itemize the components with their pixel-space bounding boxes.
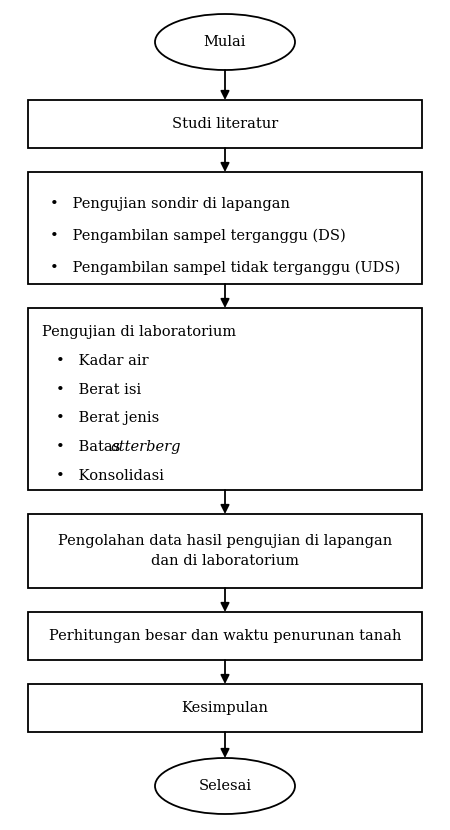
Text: Selesai: Selesai — [198, 779, 252, 793]
Text: •   Berat isi: • Berat isi — [56, 383, 141, 397]
Text: •   Pengambilan sampel tidak terganggu (UDS): • Pengambilan sampel tidak terganggu (UD… — [50, 261, 400, 276]
Bar — [28, 612, 422, 660]
Text: Studi literatur: Studi literatur — [172, 117, 278, 131]
Bar — [28, 514, 422, 588]
Bar — [28, 172, 422, 284]
Text: •   Pengujian sondir di lapangan: • Pengujian sondir di lapangan — [50, 197, 290, 211]
Text: •   Kadar air: • Kadar air — [56, 354, 148, 368]
Text: Mulai: Mulai — [204, 35, 246, 49]
Text: •   Batas: • Batas — [56, 440, 125, 454]
Text: •   Berat jenis: • Berat jenis — [56, 412, 159, 425]
Text: Pengujian di laboratorium: Pengujian di laboratorium — [42, 325, 236, 339]
Text: •   Konsolidasi: • Konsolidasi — [56, 469, 164, 483]
Text: •   Pengambilan sampel terganggu (DS): • Pengambilan sampel terganggu (DS) — [50, 229, 346, 243]
Bar — [28, 100, 422, 148]
Bar — [28, 308, 422, 490]
Text: Perhitungan besar dan waktu penurunan tanah: Perhitungan besar dan waktu penurunan ta… — [49, 629, 401, 643]
Text: Pengolahan data hasil pengujian di lapangan
dan di laboratorium: Pengolahan data hasil pengujian di lapan… — [58, 534, 392, 569]
Bar — [28, 684, 422, 732]
Text: atterberg: atterberg — [111, 440, 181, 454]
Text: Kesimpulan: Kesimpulan — [181, 701, 269, 715]
